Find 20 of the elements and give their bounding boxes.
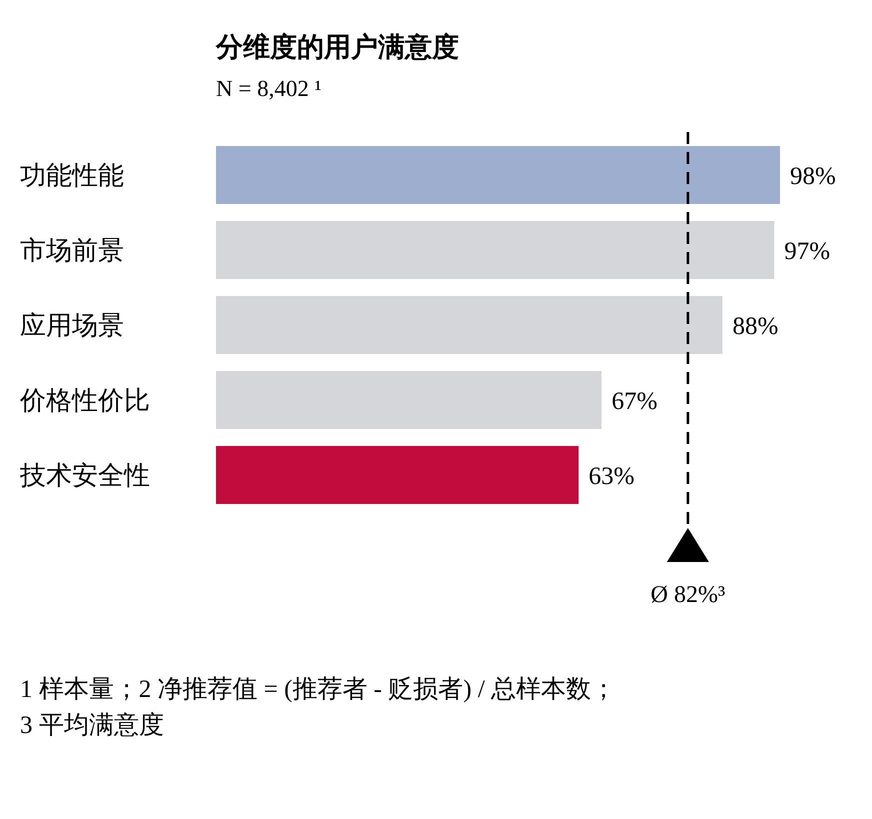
chart-title: 分维度的用户满意度: [215, 32, 459, 62]
y-tick-label: 价格性价比: [19, 386, 150, 415]
y-tick-label: 市场前景: [20, 236, 124, 265]
y-tick-label: 技术安全性: [19, 461, 150, 490]
chart-subtitle: N = 8,402 ¹: [216, 76, 322, 101]
text: 3 平均满意度: [20, 711, 164, 739]
y-tick-label: 应用场景: [20, 311, 124, 340]
data-label: 88%: [732, 313, 778, 340]
data-label: 97%: [784, 238, 830, 265]
data-label: 67%: [612, 388, 658, 415]
y-tick-label: 功能性能: [20, 161, 124, 190]
text: 1 样本量；2 净推荐值 = (推荐者 - 贬损者) / 总样本数；: [20, 676, 616, 703]
bar: [216, 446, 579, 504]
bar: [216, 221, 774, 279]
data-label: 98%: [790, 163, 836, 190]
bar: [216, 296, 722, 354]
bar: [216, 146, 780, 204]
data-label: 63%: [588, 463, 634, 490]
bar: [216, 371, 602, 429]
ref-line-label: Ø 82%³: [650, 582, 726, 608]
